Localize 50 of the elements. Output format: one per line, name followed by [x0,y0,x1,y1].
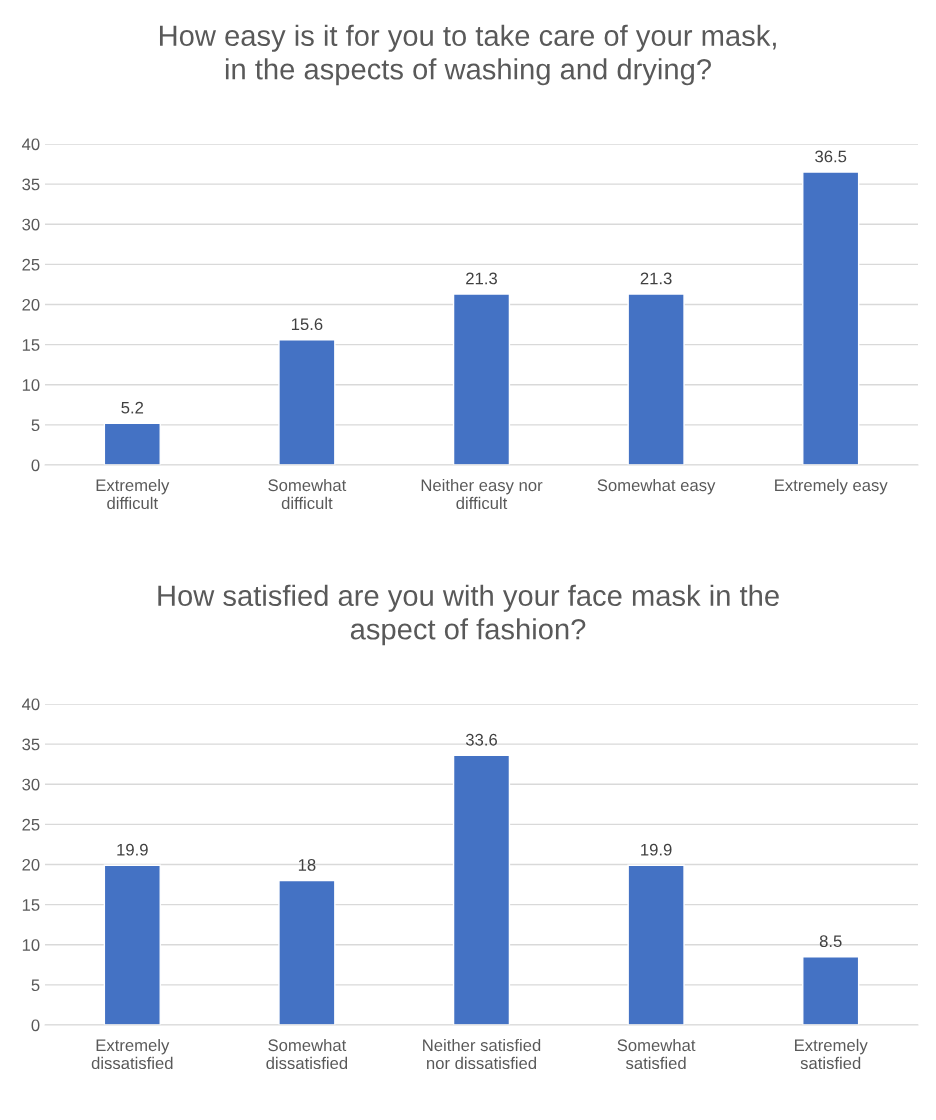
data-label: 19.9 [641,843,672,856]
bar [802,956,860,1025]
y-tick-label: 5 [31,419,40,432]
x-tick-label: Somewhat difficult [268,478,347,510]
y-tick-label: 15 [22,899,40,911]
x-tick-label: Extremely dissatisfied [91,1038,173,1070]
x-tick-label: Somewhat dissatisfied [266,1038,348,1070]
y-tick-label: 40 [21,138,40,151]
data-label: 15.6 [291,318,323,331]
bar [278,339,336,465]
x-tick-label: Neither satisfied nor dissatisfied [423,1038,541,1070]
x-tick-label: Somewhat satisfied [617,1038,696,1070]
bar [103,864,161,1025]
bar [452,754,511,1025]
y-tick-label: 5 [31,979,40,992]
bar [278,879,336,1025]
y-tick-label: 10 [22,939,40,951]
y-tick-label: 40 [21,698,40,711]
data-label: 33.6 [465,733,497,746]
y-tick-label: 35 [22,178,40,191]
bar [627,293,685,465]
y-tick-label: 30 [22,778,40,791]
y-tick-label: 25 [22,818,40,831]
data-label: 18 [298,859,316,871]
y-tick-label: 10 [22,379,40,391]
y-tick-label: 20 [22,298,40,311]
x-tick-label: Extremely difficult [96,478,170,510]
y-tick-label: 0 [31,1019,40,1032]
bar [452,293,511,465]
chart-title: How satisfied are you with your face mask in the aspect of fashion? [158,584,779,646]
data-label: 21.3 [640,272,672,285]
data-label: 8.5 [819,935,842,948]
data-label: 36.5 [815,150,847,163]
y-tick-label: 20 [22,858,40,871]
x-tick-label: Extremely satisfied [795,1038,868,1070]
data-label: 19.9 [117,843,148,856]
y-tick-label: 35 [22,738,40,751]
chart-title: How easy is it for you to take care of your mask, in the aspects of washing and drying? [159,24,776,86]
x-tick-label: Extremely easy [775,478,888,495]
bar [103,422,161,465]
y-tick-label: 15 [22,339,40,351]
x-tick-label: Somewhat easy [597,478,716,495]
data-label: 5.2 [121,401,144,414]
y-tick-label: 0 [31,459,40,472]
y-tick-label: 25 [22,258,40,271]
bar [627,864,685,1025]
y-tick-label: 30 [22,218,40,231]
bar [802,171,860,465]
x-tick-label: Neither easy nor difficult [421,478,543,510]
data-label: 21.3 [466,272,497,285]
